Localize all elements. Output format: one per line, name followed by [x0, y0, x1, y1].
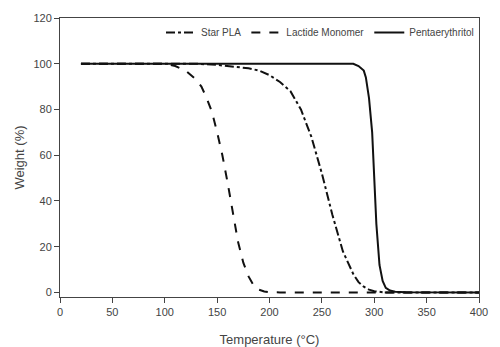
svg-text:Lactide Monomer: Lactide Monomer	[286, 27, 364, 38]
svg-text:200: 200	[260, 306, 278, 318]
svg-text:20: 20	[40, 241, 52, 253]
svg-text:300: 300	[365, 306, 383, 318]
svg-text:Pentaerythritol: Pentaerythritol	[409, 27, 473, 38]
svg-text:100: 100	[156, 306, 174, 318]
svg-text:250: 250	[313, 306, 331, 318]
svg-text:60: 60	[40, 149, 52, 161]
svg-text:400: 400	[470, 306, 488, 318]
svg-text:Temperature (°C): Temperature (°C)	[220, 332, 320, 347]
svg-text:50: 50	[106, 306, 118, 318]
svg-text:0: 0	[46, 286, 52, 298]
svg-text:100: 100	[33, 58, 51, 70]
svg-text:120: 120	[33, 12, 51, 24]
svg-text:150: 150	[208, 306, 226, 318]
svg-text:350: 350	[417, 306, 435, 318]
svg-text:40: 40	[40, 195, 52, 207]
svg-text:Star PLA: Star PLA	[201, 27, 241, 38]
svg-text:Weight (%): Weight (%)	[12, 125, 27, 189]
svg-text:80: 80	[40, 103, 52, 115]
svg-text:0: 0	[57, 306, 63, 318]
